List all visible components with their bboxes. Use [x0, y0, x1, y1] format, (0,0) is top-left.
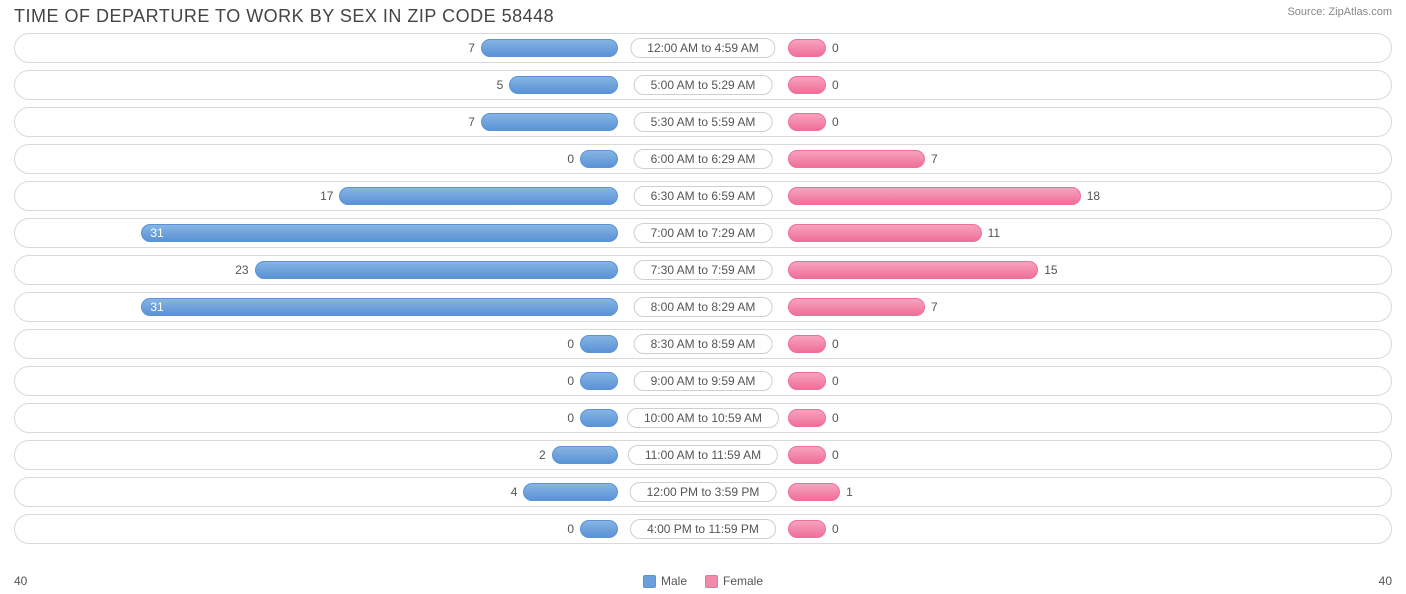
female-bar [788, 372, 826, 390]
chart-area: 7 0 12:00 AM to 4:59 AM 5 0 5:00 AM to 5:29 A… [0, 31, 1406, 544]
chart-row: 7 0 12:00 AM to 4:59 AM [14, 33, 1392, 63]
male-bar [552, 446, 618, 464]
category-label: 5:00 AM to 5:29 AM [634, 75, 773, 95]
female-bar [788, 298, 925, 316]
female-value: 11 [988, 226, 1000, 240]
female-bar [788, 187, 1081, 205]
female-bar [788, 261, 1038, 279]
category-label: 8:00 AM to 8:29 AM [634, 297, 773, 317]
male-bar [580, 372, 618, 390]
female-bar [788, 409, 826, 427]
category-label: 4:00 PM to 11:59 PM [630, 519, 776, 539]
header: TIME OF DEPARTURE TO WORK BY SEX IN ZIP … [0, 0, 1406, 31]
female-value: 0 [832, 448, 839, 462]
category-label: 6:00 AM to 6:29 AM [634, 149, 773, 169]
female-value: 0 [832, 374, 839, 388]
male-value: 7 [468, 41, 475, 55]
male-bar [141, 224, 618, 242]
male-bar [339, 187, 618, 205]
female-bar [788, 335, 826, 353]
male-bar [580, 150, 618, 168]
category-label: 7:00 AM to 7:29 AM [634, 223, 773, 243]
source-attribution: Source: ZipAtlas.com [1287, 6, 1392, 18]
legend-male-label: Male [661, 574, 687, 588]
category-label: 12:00 AM to 4:59 AM [630, 38, 775, 58]
male-value: 0 [567, 374, 574, 388]
male-value: 17 [320, 189, 333, 203]
legend-female-label: Female [723, 574, 763, 588]
male-value: 4 [511, 485, 518, 499]
legend-item-female: Female [705, 574, 763, 588]
female-value: 0 [832, 411, 839, 425]
female-value: 7 [931, 300, 938, 314]
chart-title: TIME OF DEPARTURE TO WORK BY SEX IN ZIP … [14, 6, 554, 27]
category-label: 6:30 AM to 6:59 AM [634, 186, 773, 206]
male-value: 0 [567, 337, 574, 351]
category-label: 5:30 AM to 5:59 AM [634, 112, 773, 132]
category-label: 8:30 AM to 8:59 AM [634, 334, 773, 354]
category-label: 7:30 AM to 7:59 AM [634, 260, 773, 280]
female-bar [788, 483, 840, 501]
male-value: 0 [567, 411, 574, 425]
male-value: 7 [468, 115, 475, 129]
male-bar [580, 520, 618, 538]
female-value: 0 [832, 115, 839, 129]
female-bar [788, 39, 826, 57]
chart-row: 31 11 7:00 AM to 7:29 AM [14, 218, 1392, 248]
female-bar [788, 150, 925, 168]
chart-row: 7 0 5:30 AM to 5:59 AM [14, 107, 1392, 137]
chart-row: 31 7 8:00 AM to 8:29 AM [14, 292, 1392, 322]
female-value: 0 [832, 41, 839, 55]
male-value: 5 [497, 78, 504, 92]
chart-row: 17 18 6:30 AM to 6:59 AM [14, 181, 1392, 211]
male-value: 31 [150, 226, 163, 240]
male-bar [481, 113, 618, 131]
female-value: 15 [1044, 263, 1057, 277]
legend-item-male: Male [643, 574, 687, 588]
male-bar [509, 76, 618, 94]
female-swatch-icon [705, 575, 718, 588]
female-bar [788, 446, 826, 464]
category-label: 10:00 AM to 10:59 AM [627, 408, 779, 428]
female-bar [788, 113, 826, 131]
chart-row: 5 0 5:00 AM to 5:29 AM [14, 70, 1392, 100]
male-bar [523, 483, 618, 501]
category-label: 9:00 AM to 9:59 AM [634, 371, 773, 391]
male-bar [580, 335, 618, 353]
chart-row: 2 0 11:00 AM to 11:59 AM [14, 440, 1392, 470]
male-value: 0 [567, 522, 574, 536]
category-label: 11:00 AM to 11:59 AM [628, 445, 778, 465]
chart-row: 0 0 4:00 PM to 11:59 PM [14, 514, 1392, 544]
chart-row: 4 1 12:00 PM to 3:59 PM [14, 477, 1392, 507]
female-value: 1 [846, 485, 853, 499]
chart-row: 0 7 6:00 AM to 6:29 AM [14, 144, 1392, 174]
female-bar [788, 520, 826, 538]
female-bar [788, 76, 826, 94]
category-label: 12:00 PM to 3:59 PM [630, 482, 777, 502]
chart-row: 0 0 10:00 AM to 10:59 AM [14, 403, 1392, 433]
male-value: 31 [150, 300, 163, 314]
chart-row: 0 0 9:00 AM to 9:59 AM [14, 366, 1392, 396]
male-value: 23 [235, 263, 248, 277]
male-bar [141, 298, 618, 316]
male-bar [580, 409, 618, 427]
axis-max-left: 40 [14, 574, 27, 588]
female-value: 7 [931, 152, 938, 166]
footer: 40 Male Female 40 [14, 574, 1392, 588]
male-value: 0 [567, 152, 574, 166]
female-bar [788, 224, 982, 242]
female-value: 18 [1087, 189, 1100, 203]
male-bar [481, 39, 618, 57]
legend: Male Female [643, 574, 763, 588]
axis-max-right: 40 [1379, 574, 1392, 588]
female-value: 0 [832, 522, 839, 536]
male-value: 2 [539, 448, 546, 462]
male-bar [255, 261, 618, 279]
female-value: 0 [832, 337, 839, 351]
chart-row: 23 15 7:30 AM to 7:59 AM [14, 255, 1392, 285]
female-value: 0 [832, 78, 839, 92]
chart-row: 0 0 8:30 AM to 8:59 AM [14, 329, 1392, 359]
male-swatch-icon [643, 575, 656, 588]
